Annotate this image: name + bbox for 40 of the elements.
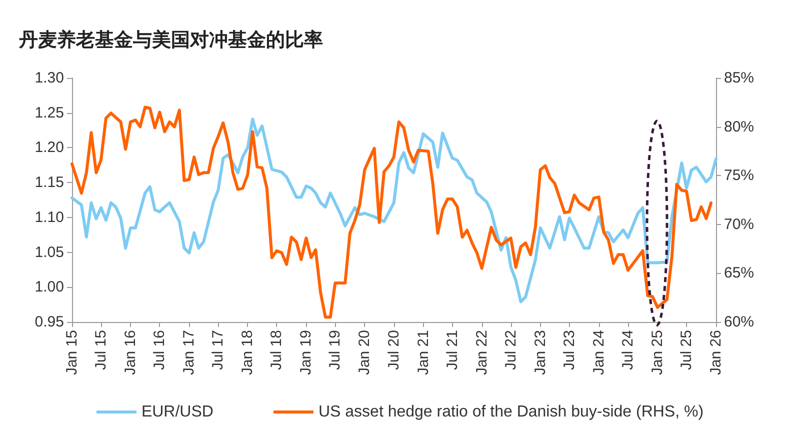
x-tick-label: Jul 22 — [502, 330, 520, 370]
y2-tick-label: 65% — [724, 264, 754, 282]
x-tick-label: Jan 23 — [532, 330, 549, 376]
y2-tick-label: 70% — [724, 216, 754, 233]
x-tick-label: Jan 18 — [239, 330, 256, 376]
x-tick-label: Jul 24 — [620, 330, 637, 370]
y2-tick-label: 60% — [724, 314, 754, 330]
y-tick-label: 0.95 — [34, 314, 64, 330]
x-tick-label: Jan 21 — [414, 330, 432, 376]
x-tick-label: Jan 17 — [180, 330, 198, 376]
x-tick-label: Jul 19 — [326, 330, 344, 370]
y2-tick-label: 75% — [724, 167, 754, 184]
x-tick-label: Jan 24 — [590, 330, 608, 376]
chart-title: 丹麦养老基金与美国对冲基金的比率 — [18, 29, 323, 51]
x-tick-label: Jan 26 — [708, 330, 724, 376]
x-tick-label: Jan 16 — [122, 330, 139, 376]
x-tick-label: Jan 22 — [473, 330, 490, 376]
x-tick-label: Jan 25 — [649, 330, 666, 376]
legend-label: EUR/USD — [141, 404, 214, 420]
x-tick-label: Jan 20 — [356, 330, 374, 376]
y2-tick-label: 85% — [724, 70, 754, 86]
x-tick-label: Jul 25 — [678, 330, 696, 370]
x-tick-label: Jan 15 — [64, 330, 80, 376]
y-tick-label: 1.20 — [34, 139, 64, 156]
y2-tick-label: 80% — [724, 118, 754, 136]
y-tick-label: 1.05 — [34, 244, 64, 261]
x-tick-label: Jul 23 — [560, 330, 578, 370]
x-tick-label: Jul 21 — [444, 330, 461, 370]
x-tick-label: Jul 18 — [268, 330, 286, 370]
x-tick-label: Jul 17 — [210, 330, 227, 370]
y-tick-label: 1.15 — [34, 174, 64, 192]
x-tick-label: Jul 20 — [385, 330, 402, 370]
y-tick-label: 1.30 — [34, 70, 64, 86]
x-tick-label: Jul 15 — [92, 330, 110, 370]
y-tick-label: 1.25 — [34, 104, 64, 122]
x-tick-label: Jul 16 — [151, 330, 168, 370]
legend-label: US asset hedge ratio of the Danish buy-side (RHS, %) — [318, 404, 704, 420]
y-tick-label: 1.00 — [34, 278, 64, 296]
x-tick-label: Jan 19 — [298, 330, 315, 376]
y-tick-label: 1.10 — [34, 208, 64, 226]
